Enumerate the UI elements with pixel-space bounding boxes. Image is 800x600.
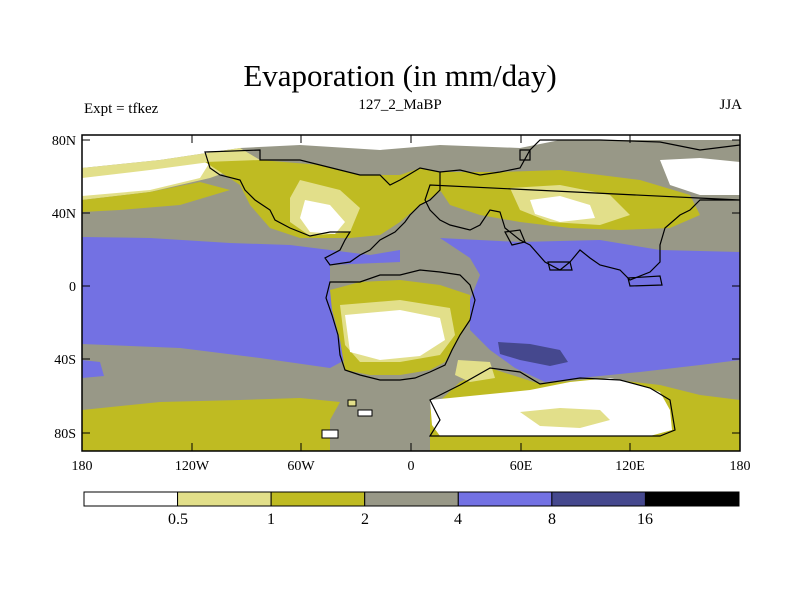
lon-label-0: 0: [408, 459, 415, 474]
lat-label-40s: 40S: [54, 353, 76, 368]
coast-indian-island-2: [547, 261, 573, 271]
field-south-atlantic-light: [455, 360, 495, 382]
colorbar-box-6: [644, 491, 740, 507]
lat-label-0: 0: [69, 280, 76, 295]
lat-label-40n: 40N: [52, 207, 76, 222]
field-southern-pacific-high: [82, 300, 345, 368]
lat-labels: 80N 40N 0 40S 80S: [52, 134, 76, 442]
field-siberia-white: [660, 158, 740, 195]
plot-title: Evaporation (in mm/day): [243, 58, 557, 93]
colorbar-label-1: 1: [267, 511, 275, 528]
field-north-white: [82, 135, 740, 168]
season-label: JJA: [719, 97, 742, 113]
map-fields: [82, 135, 740, 451]
lon-label-60e: 60E: [510, 459, 533, 474]
colorbar-box-2: [270, 491, 366, 507]
colorbar-box-0: [83, 491, 179, 507]
lon-labels: 180 120W 60W 0 60E 120E 180: [72, 459, 751, 474]
colorbar-label-4: 4: [454, 511, 462, 528]
field-africa-white: [345, 310, 445, 360]
colorbar-labels: 0.5 1 2 4 8 16: [168, 511, 653, 528]
lon-label-120w: 120W: [175, 459, 210, 474]
coastlines: [204, 139, 740, 437]
lat-axis: [82, 139, 740, 434]
lon-axis: [81, 135, 741, 451]
coast-north-america: [204, 149, 441, 266]
coast-indian-island-3: [627, 275, 663, 287]
lon-label-180e: 180: [730, 459, 751, 474]
field-island-1: [321, 429, 339, 439]
field-island-3: [347, 399, 357, 407]
colorbar-label-2: 2: [361, 511, 369, 528]
experiment-label: Expt = tfkez: [84, 101, 159, 117]
field-peak: [498, 342, 568, 366]
coast-indian-island-1: [504, 229, 526, 246]
colorbar-box-5: [551, 491, 646, 507]
field-na-white: [300, 200, 345, 234]
colorbar-box-3: [364, 491, 459, 507]
colorbar-box-4: [457, 491, 553, 507]
coast-south-america-africa: [325, 269, 476, 381]
field-antarctica-white: [430, 378, 672, 436]
colorbar-box-1: [177, 491, 272, 507]
colorbar-label-8: 8: [548, 511, 556, 528]
field-north-pacific-white: [82, 162, 210, 196]
time-label: 127_2_MaBP: [358, 97, 442, 113]
colorbar: [83, 491, 740, 507]
field-antarctica-light: [520, 408, 610, 428]
field-island-2: [357, 409, 373, 417]
field-north-pacific-green: [82, 182, 230, 212]
colorbar-label-0-5: 0.5: [168, 511, 188, 528]
lat-label-80s: 80S: [54, 427, 76, 442]
lon-label-120e: 120E: [615, 459, 645, 474]
field-eurasia-white: [530, 196, 595, 222]
lat-label-80n: 80N: [52, 134, 76, 149]
lon-label-60w: 60W: [287, 459, 315, 474]
coast-north-island: [519, 149, 531, 161]
coast-antarctica: [428, 367, 676, 437]
colorbar-label-16: 16: [637, 511, 653, 528]
field-atlantic-small: [82, 360, 104, 378]
field-southern-mid: [82, 398, 340, 451]
field-tropical-high: [82, 237, 400, 312]
lon-label-180w: 180: [72, 459, 93, 474]
